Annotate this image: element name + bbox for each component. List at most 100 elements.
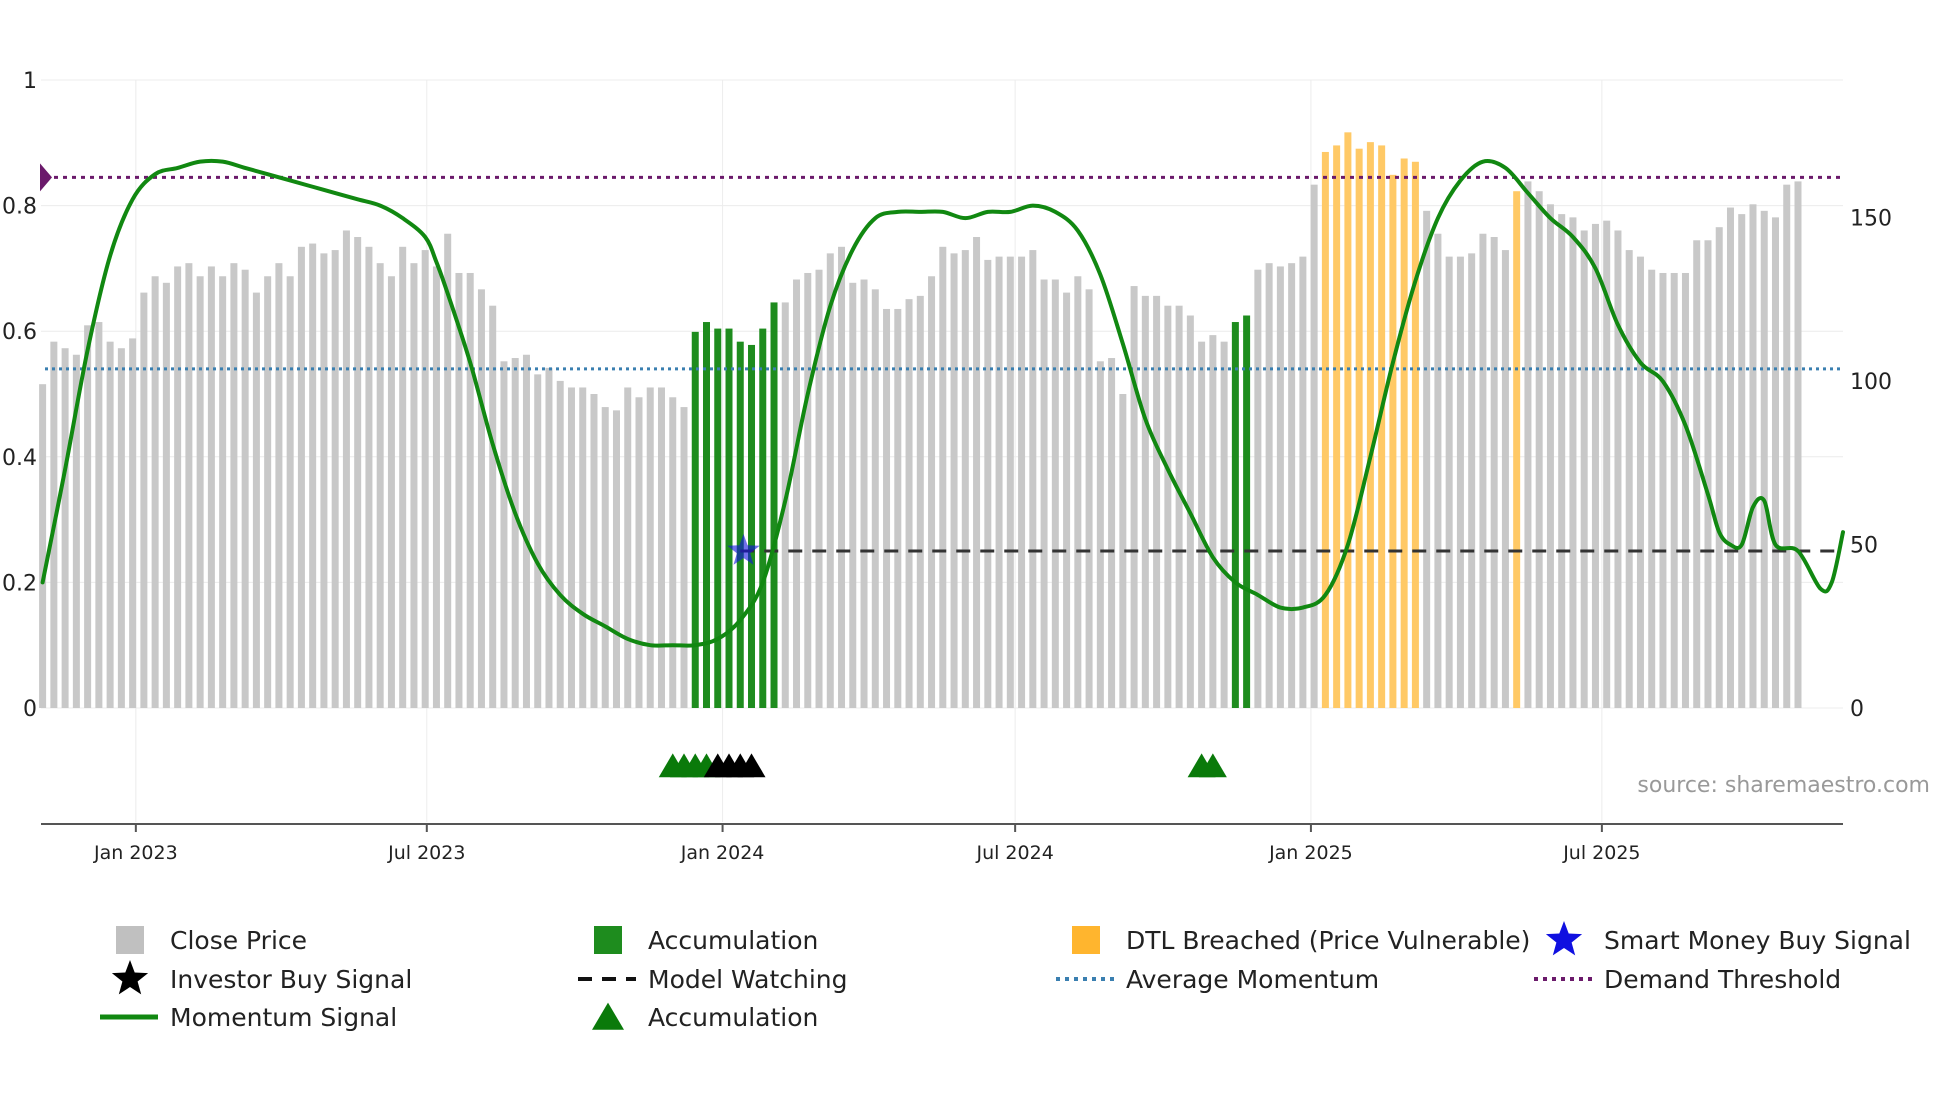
- close-price-bar: [1434, 233, 1442, 708]
- legend-swatch-star: [1545, 921, 1583, 956]
- close-price-bar: [894, 308, 902, 708]
- close-price-bar: [399, 246, 407, 708]
- close-price-bar: [995, 256, 1003, 708]
- close-price-bar: [444, 233, 452, 708]
- close-price-bar: [174, 266, 182, 708]
- close-price-bar: [657, 387, 665, 708]
- dtl-breached-bar: [1321, 151, 1329, 709]
- close-price-bar: [556, 380, 564, 708]
- close-price-bar: [1535, 191, 1543, 709]
- close-price-bar: [1119, 394, 1127, 708]
- dtl-breached-bar: [1344, 132, 1352, 709]
- dtl-breached-bar: [1389, 174, 1397, 708]
- close-price-bar: [1670, 272, 1678, 708]
- close-price-bar: [916, 295, 924, 708]
- legend-item: Average Momentum: [1056, 965, 1379, 994]
- close-price-bar: [61, 348, 69, 708]
- close-price-bar: [1546, 204, 1554, 708]
- x-tick-label: Jan 2025: [1268, 842, 1353, 864]
- legend-item: Smart Money Buy Signal: [1545, 921, 1911, 956]
- accumulation-bar: [703, 322, 711, 708]
- legend-swatch-square: [116, 926, 144, 954]
- close-price-bar: [196, 276, 204, 708]
- legend-label: Close Price: [170, 926, 307, 955]
- close-price-bar: [1141, 295, 1149, 708]
- legend-label: DTL Breached (Price Vulnerable): [1126, 926, 1530, 955]
- close-price-bar: [241, 269, 249, 708]
- dtl-breached-bar: [1355, 148, 1363, 708]
- legend-swatch-triangle: [592, 1002, 624, 1030]
- close-price-bar: [117, 348, 125, 708]
- close-price-bar: [1648, 269, 1656, 708]
- close-price-bar: [1760, 210, 1768, 709]
- close-price-bar: [624, 387, 632, 708]
- momentum-signal-path: [40, 158, 1845, 648]
- x-tick-label: Jul 2025: [1562, 842, 1640, 864]
- close-price-bar: [1085, 289, 1093, 708]
- close-price-bar: [1006, 256, 1014, 708]
- close-price-bar: [1074, 276, 1082, 708]
- close-price-bar: [275, 263, 283, 708]
- left-y-tick-label: 0.8: [2, 195, 37, 220]
- left-y-tick-label: 0.6: [2, 320, 37, 345]
- right-y-tick-label: 50: [1850, 533, 1878, 558]
- legend-item: Accumulation: [592, 1002, 818, 1032]
- dtl-breached-bar: [1378, 145, 1386, 708]
- close-price-bar: [286, 276, 294, 708]
- close-price-bar: [1738, 214, 1746, 708]
- close-price-bar: [1288, 263, 1296, 708]
- close-price-bar: [72, 354, 80, 708]
- momentum-signal-line: [40, 158, 1845, 648]
- close-price-bar: [511, 358, 519, 708]
- close-price-bar: [207, 266, 215, 708]
- close-price-bar: [1254, 269, 1262, 708]
- close-price-bar: [545, 367, 553, 708]
- close-price-bar: [579, 387, 587, 708]
- x-tick-label: Jul 2024: [975, 842, 1053, 864]
- close-price-bar: [1625, 250, 1633, 709]
- accumulation-bar: [1243, 315, 1251, 708]
- close-price-bar: [1468, 253, 1476, 708]
- close-price-bar: [1130, 286, 1138, 708]
- close-price-bar: [1681, 272, 1689, 708]
- x-tick-label: Jan 2024: [680, 842, 765, 864]
- left-y-tick-label: 1: [23, 69, 37, 94]
- left-y-tick-label: 0.4: [2, 446, 37, 471]
- dtl-breached-bar: [1513, 191, 1521, 709]
- close-price-bar: [793, 279, 801, 708]
- close-price-bar: [1445, 256, 1453, 708]
- close-price-bar: [1659, 272, 1667, 708]
- accumulation-bar: [770, 302, 778, 708]
- close-price-bar: [838, 246, 846, 708]
- left-y-tick-label: 0.2: [2, 571, 37, 596]
- close-price-bar: [320, 253, 328, 708]
- close-price-bar: [477, 289, 485, 708]
- close-price-bar: [883, 308, 891, 708]
- close-price-bar: [1018, 256, 1026, 708]
- close-price-bar: [230, 263, 238, 708]
- accumulation-bar: [691, 331, 699, 708]
- close-price-bar: [815, 269, 823, 708]
- close-price-bar: [354, 237, 362, 708]
- legend-label: Smart Money Buy Signal: [1604, 926, 1911, 955]
- close-price-bar: [1029, 250, 1037, 709]
- close-price-bar: [252, 292, 260, 708]
- close-price-bar: [387, 276, 395, 708]
- close-price-bar: [1603, 220, 1611, 709]
- close-price-bar: [646, 387, 654, 708]
- right-y-tick-label: 0: [1850, 697, 1864, 722]
- close-price-bar: [1153, 295, 1161, 708]
- legend-label: Accumulation: [648, 926, 818, 955]
- close-price-bar: [1051, 279, 1059, 708]
- reference-lines: [40, 163, 1843, 553]
- close-price-bar: [1479, 233, 1487, 708]
- price-bars: [39, 132, 1802, 709]
- close-price-bar: [984, 259, 992, 708]
- legend-swatch-square: [594, 926, 622, 954]
- signal-markers: [658, 534, 1227, 778]
- right-y-tick-label: 150: [1850, 206, 1892, 231]
- close-price-bar: [669, 397, 677, 708]
- close-price-bar: [928, 276, 936, 708]
- close-price-bar: [635, 397, 643, 708]
